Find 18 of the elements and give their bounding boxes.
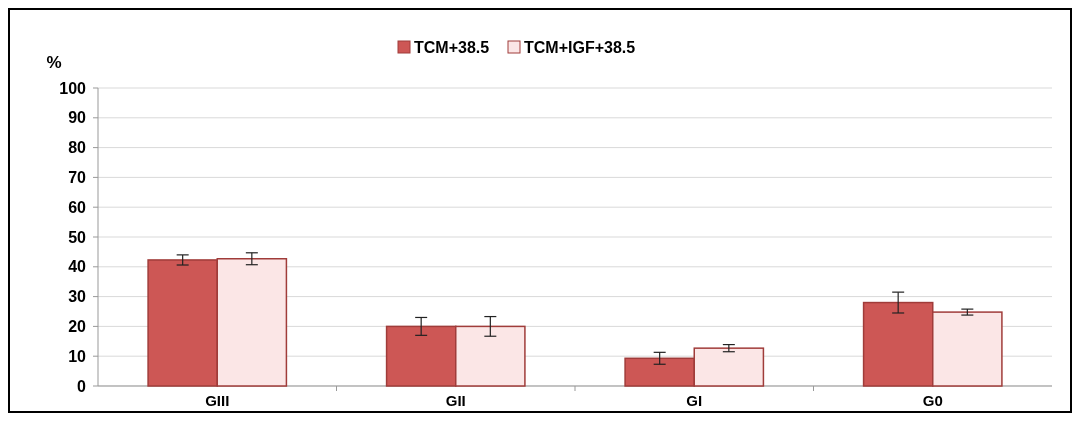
y-tick-label: 30 <box>68 288 87 306</box>
y-tick-label: 100 <box>59 79 87 97</box>
x-tick-label: G0 <box>922 392 943 409</box>
y-tick-label: 50 <box>68 228 87 246</box>
y-tick-label: 20 <box>68 318 87 335</box>
x-tick-label: GII <box>445 392 466 409</box>
y-tick-label: 10 <box>68 347 87 365</box>
y-tick-label: 80 <box>68 139 87 157</box>
y-tick-label: 60 <box>68 198 87 216</box>
y-axis-title: % <box>46 53 62 72</box>
y-tick-label: 40 <box>68 258 87 276</box>
y-tick-label: 0 <box>77 377 87 395</box>
legend-label: TCM+IGF+38.5 <box>524 39 636 56</box>
legend-label: TCM+38.5 <box>414 39 490 56</box>
x-tick-label: GIII <box>205 392 230 409</box>
y-tick-label: 70 <box>68 169 87 186</box>
x-tick-label: GI <box>686 392 703 409</box>
y-tick-label: 90 <box>68 109 87 127</box>
